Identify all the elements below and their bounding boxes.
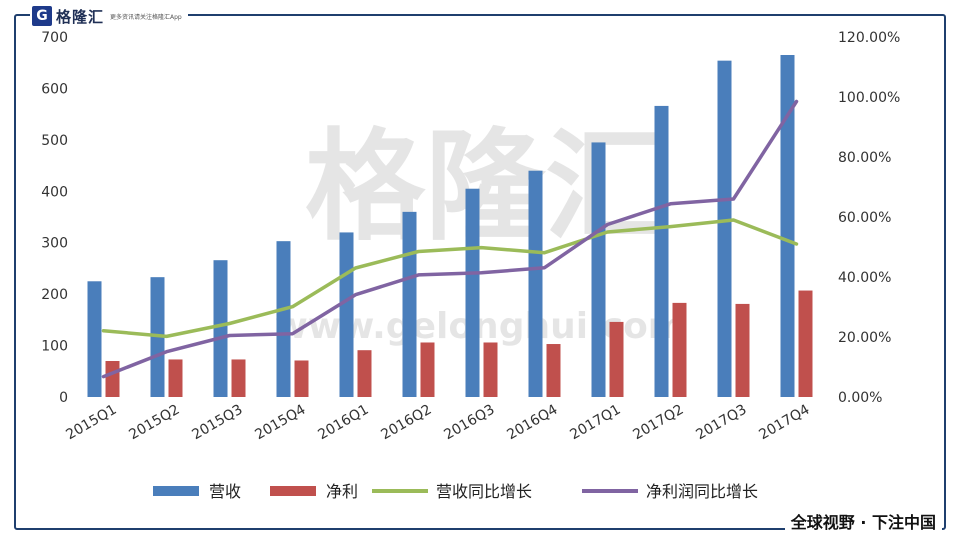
revenue-bar (213, 260, 228, 397)
x-tick-label: 2016Q1 (315, 402, 371, 444)
right-tick-label: 40.00% (838, 270, 891, 286)
x-tick-label: 2015Q4 (252, 402, 308, 444)
revenue-bar (339, 232, 354, 397)
left-tick-label: 600 (41, 81, 68, 97)
x-tick-label: 2016Q3 (441, 402, 497, 444)
footer-slogan: 全球视野 · 下注中国 (784, 509, 942, 533)
x-tick-label: 2015Q1 (63, 402, 119, 444)
x-tick-label: 2015Q3 (189, 402, 245, 444)
revenue-bar (654, 105, 669, 398)
legend-label: 营收 (209, 482, 241, 501)
x-tick-label: 2015Q2 (126, 402, 182, 444)
watermark-brand: 格隆汇 (305, 118, 665, 257)
logo-icon: G (32, 6, 52, 26)
revenue-bar (717, 60, 732, 398)
revenue-bar (528, 170, 543, 397)
revenue-bar (402, 211, 417, 397)
legend-label: 营收同比增长 (436, 482, 532, 501)
watermark: 格隆汇 www.gelonghui.com (275, 118, 686, 347)
logo-tagline: 更多资讯请关注格隆汇App (110, 13, 182, 21)
left-tick-label: 400 (41, 184, 68, 200)
right-tick-label: 20.00% (838, 330, 891, 346)
revenue-bar (465, 188, 480, 397)
left-tick-label: 0 (59, 390, 68, 406)
x-tick-label: 2016Q4 (504, 402, 560, 444)
brand-logo: G 格隆汇 更多资讯请关注格隆汇App (30, 4, 188, 28)
profit-bar (420, 342, 435, 397)
right-axis: 0.00% 20.00% 40.00% 60.00% 80.00% 100.00% 120.… (838, 30, 900, 406)
x-tick-label: 2017Q3 (693, 402, 749, 444)
profit-bar (105, 361, 120, 397)
profit-bar (609, 321, 624, 397)
x-tick-label: 2017Q1 (567, 402, 623, 444)
legend-swatch (153, 486, 199, 496)
profit-bar (672, 302, 687, 397)
profit-bar (294, 360, 309, 397)
x-axis-labels: 2015Q1 2015Q2 2015Q3 2015Q4 2016Q1 2016Q2 2016… (63, 402, 812, 444)
revenue-bar (87, 281, 102, 397)
line-series (101, 99, 799, 379)
right-tick-label: 80.00% (838, 150, 891, 166)
right-tick-label: 100.00% (838, 90, 900, 106)
profit-bar (735, 303, 750, 397)
revenue-growth-line (101, 218, 799, 339)
x-tick-label: 2016Q2 (378, 402, 434, 444)
profit-bar (483, 342, 498, 397)
left-tick-label: 200 (41, 287, 68, 303)
right-tick-label: 0.00% (838, 390, 882, 406)
x-tick-label: 2017Q2 (630, 402, 686, 444)
logo-name: 格隆汇 (56, 7, 105, 26)
profit-bar (231, 359, 246, 397)
legend: 营收 净利 营收同比增长 净利润同比增长 (153, 482, 758, 501)
left-tick-label: 700 (41, 30, 68, 46)
revenue-bar (591, 142, 606, 397)
left-tick-label: 100 (41, 339, 68, 355)
bar-series (87, 55, 813, 398)
revenue-bar (276, 241, 291, 397)
left-tick-label: 300 (41, 236, 68, 252)
watermark-url: www.gelonghui.com (275, 306, 686, 347)
legend-label: 净利润同比增长 (646, 482, 758, 501)
profit-bar (798, 290, 813, 397)
profit-growth-line (101, 99, 799, 379)
profit-bar (357, 350, 372, 397)
left-tick-label: 500 (41, 133, 68, 149)
revenue-bar (780, 55, 795, 397)
legend-label: 净利 (326, 482, 358, 501)
right-tick-label: 60.00% (838, 210, 891, 226)
slide-border (14, 14, 946, 530)
left-axis: 0 100 200 300 400 500 600 700 (41, 30, 68, 406)
profit-bar (168, 359, 183, 397)
right-tick-label: 120.00% (838, 30, 900, 46)
x-tick-label: 2017Q4 (756, 402, 812, 444)
legend-swatch (270, 486, 316, 496)
profit-bar (546, 344, 561, 397)
